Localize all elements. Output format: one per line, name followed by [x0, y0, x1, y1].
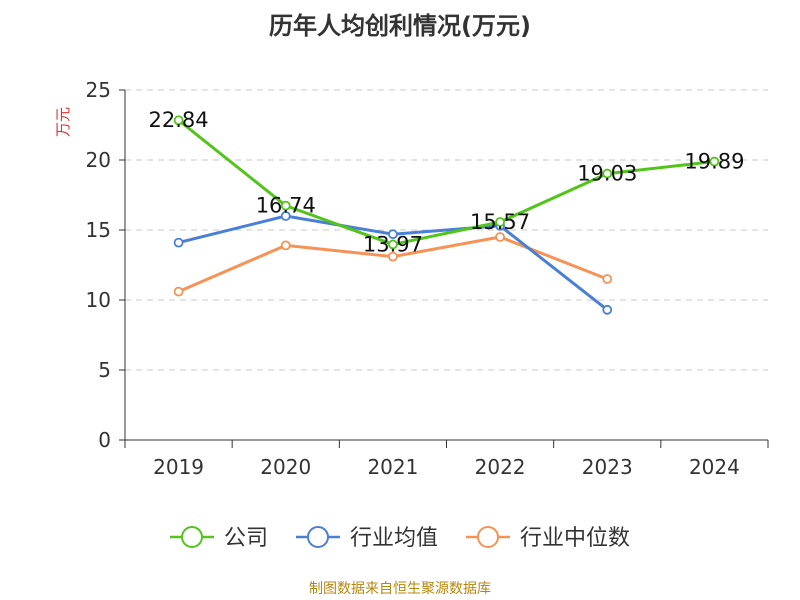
data-point [173, 286, 184, 297]
x-tick-label-2024: 2024 [689, 455, 740, 479]
data-point [280, 200, 291, 211]
data-point [602, 168, 613, 179]
data-label: 16.74 [256, 194, 316, 218]
data-labels: 22.84 16.74 13.97 15.57 19.03 19.89 [149, 108, 745, 256]
legend-marker-1 [307, 526, 329, 548]
data-point [173, 237, 184, 248]
axes: 0 5 10 15 20 25 2019 2020 2021 2022 2023 2024 万元 [54, 78, 769, 479]
x-tick-label-2020: 2020 [260, 455, 311, 479]
y-tick-label: 25 [86, 78, 111, 102]
y-tick-label: 15 [86, 218, 111, 242]
data-point [495, 217, 505, 227]
data-point [388, 251, 398, 262]
data-label: 22.84 [149, 108, 209, 132]
legend-label: 行业中位数 [520, 526, 630, 551]
data-point [388, 239, 398, 250]
x-tick-label-2019: 2019 [153, 455, 204, 479]
series-lines [173, 115, 720, 315]
legend-label: 行业均值 [350, 526, 438, 551]
data-point [173, 115, 184, 126]
legend: 公司 行业均值 行业中位数 [170, 526, 630, 551]
data-label: 15.57 [470, 210, 530, 234]
x-tick-label-2023: 2023 [582, 455, 633, 479]
y-tick-label: 10 [86, 288, 111, 312]
source-note: 制图数据来自恒生聚源数据库 [309, 581, 491, 597]
series-line-0 [177, 119, 715, 246]
data-label: 19.03 [577, 162, 637, 186]
y-tick-label: 20 [86, 148, 111, 172]
data-point [602, 274, 613, 284]
data-label: 19.89 [684, 150, 744, 174]
data-point [709, 156, 720, 167]
y-tick-label: 5 [98, 358, 111, 382]
data-label: 13.97 [363, 232, 423, 256]
data-point [280, 240, 291, 251]
data-point [602, 304, 613, 315]
data-point [388, 229, 398, 240]
chart-title: 历年人均创利情况(万元) [269, 12, 531, 40]
legend-label: 公司 [224, 526, 268, 551]
legend-marker-0 [181, 526, 203, 548]
y-axis-label: 万元 [54, 107, 72, 137]
y-tick-label: 0 [98, 428, 111, 452]
data-point [495, 232, 505, 242]
x-tick-label-2021: 2021 [367, 455, 418, 479]
data-point [280, 211, 291, 221]
legend-marker-2 [477, 526, 499, 548]
x-tick-label-2022: 2022 [475, 455, 526, 479]
